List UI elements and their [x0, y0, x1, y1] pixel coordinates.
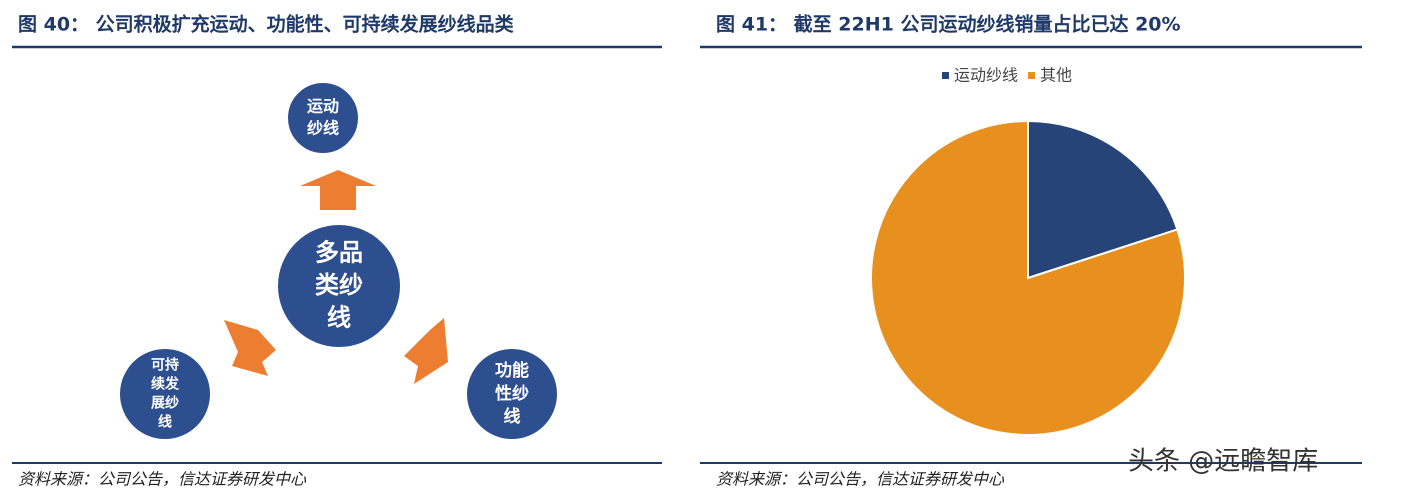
source: 资料来源：公司公告，信达证券研发中心	[18, 470, 307, 489]
watermark: 头条 @远瞻智库	[1128, 447, 1318, 477]
node-label: 续发	[151, 376, 180, 393]
node-label: 线	[327, 303, 351, 331]
node-label: 线	[504, 406, 521, 427]
arrow	[224, 320, 276, 376]
node-circle	[286, 81, 360, 155]
node-label: 性纱	[495, 383, 529, 404]
node-circle	[276, 223, 402, 349]
node-label: 线	[158, 413, 172, 430]
arrow	[404, 318, 448, 384]
node-label: 多品	[315, 239, 363, 267]
node-circle	[465, 347, 559, 441]
legend-swatch	[1028, 72, 1036, 79]
node-label: 类纱	[315, 271, 363, 299]
node-label: 可持	[151, 357, 179, 374]
legend: 运动纱线 其他	[942, 66, 1072, 85]
pie-slice	[870, 119, 1186, 436]
pie-slice	[1027, 119, 1179, 280]
arrow	[300, 170, 376, 210]
source: 资料来源：公司公告，信达证券研发中心	[716, 470, 1005, 489]
chart-title: 图 41： 截至 22H1 公司运动纱线销量占比已达 20%	[716, 13, 1181, 36]
node-label: 功能	[495, 360, 529, 381]
figure-title: 图 40： 公司积极扩充运动、功能性、可持续发展纱线品类	[18, 13, 514, 36]
legend-label: 运动纱线	[954, 66, 1018, 85]
node-label: 纱线	[307, 118, 339, 137]
node-circle	[118, 347, 212, 441]
arrows	[224, 170, 448, 384]
legend-swatch	[942, 72, 949, 79]
node-label: 展纱	[151, 395, 179, 411]
node-label: 运动	[307, 97, 339, 116]
legend-label: 其他	[1040, 66, 1072, 85]
pie	[870, 119, 1186, 436]
